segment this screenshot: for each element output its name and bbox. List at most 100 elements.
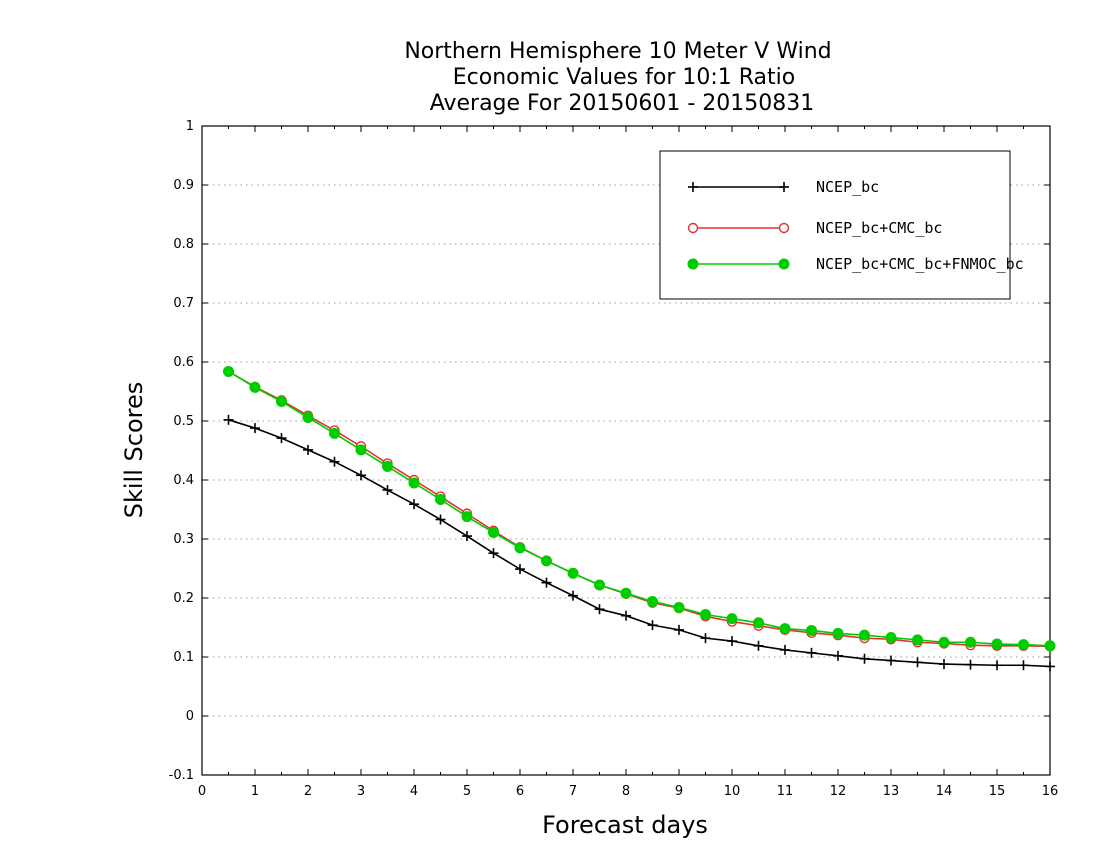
data-point: [408, 477, 420, 489]
x-tick-label: 2: [304, 784, 312, 799]
data-point: [303, 444, 313, 455]
data-point: [832, 627, 844, 639]
x-tick-label: 13: [883, 784, 900, 799]
data-point: [965, 659, 976, 670]
x-tick-label: 10: [724, 784, 741, 799]
data-point: [673, 601, 685, 613]
series-2: [223, 366, 1056, 652]
x-tick-label: 14: [936, 784, 953, 799]
series-line: [228, 419, 1051, 668]
x-tick-label: 7: [569, 784, 577, 799]
data-point: [514, 542, 526, 554]
series-line: [228, 370, 1051, 648]
data-point: [753, 640, 764, 651]
data-point: [382, 485, 393, 496]
data-point: [726, 613, 738, 625]
data-point: [780, 644, 790, 655]
data-point: [939, 659, 949, 670]
x-tick-label: 3: [357, 784, 365, 799]
data-point: [594, 579, 605, 591]
y-tick-label: 0: [186, 709, 194, 724]
legend-label: NCEP_bc: [816, 178, 879, 196]
data-point: [806, 624, 817, 636]
data-point: [833, 650, 843, 661]
legend-entry-3: NCEP_bc+CMC_bc+FNMOC_bc: [687, 255, 1024, 273]
legend-label: NCEP_bc+CMC_bc+FNMOC_bc: [816, 255, 1024, 273]
data-point: [700, 633, 711, 644]
chart-title: Northern Hemisphere 10 Meter V Wind Econ…: [404, 39, 831, 116]
data-point: [409, 499, 419, 510]
legend-label: NCEP_bc+CMC_bc: [816, 219, 942, 237]
legend-marker: [687, 258, 699, 270]
y-tick-label: 0.4: [173, 473, 194, 488]
data-series: [223, 365, 1056, 672]
data-point: [355, 444, 367, 456]
data-point: [541, 555, 552, 567]
y-tick-label: 0.8: [173, 237, 194, 252]
x-tick-label: 8: [622, 784, 630, 799]
title-line-2: Economic Values for 10:1 Ratio: [453, 65, 795, 90]
data-point: [435, 514, 446, 525]
data-point: [276, 396, 287, 408]
data-point: [488, 527, 499, 539]
legend-box: [659, 150, 1011, 300]
y-tick-label: -0.1: [169, 768, 194, 783]
data-point: [859, 653, 870, 664]
legend-marker: [687, 222, 699, 234]
data-point: [1045, 661, 1055, 672]
data-point: [991, 638, 1003, 650]
data-point: [965, 636, 976, 648]
series-3: [223, 365, 1056, 652]
y-tick-label: 0.5: [173, 414, 194, 429]
data-point: [886, 655, 896, 666]
data-point: [620, 587, 632, 599]
data-point: [938, 636, 950, 648]
data-point: [885, 632, 897, 644]
x-axis-ticks: 0 1 2 3 4 5 6 7 8 9 10 11 12 13 14 15 16: [198, 126, 1058, 799]
data-point: [727, 636, 737, 647]
y-tick-label: 0.2: [173, 591, 194, 606]
data-point: [329, 427, 340, 439]
title-line-1: Northern Hemisphere 10 Meter V Wind: [404, 39, 831, 64]
data-point: [223, 414, 234, 425]
data-point: [806, 647, 817, 658]
data-point: [912, 634, 923, 646]
x-axis-label: Forecast days: [542, 811, 708, 839]
data-point: [568, 590, 578, 601]
legend-entry-1: NCEP_bc: [688, 178, 879, 196]
y-axis-ticks: -0.1 0 0.1 0.2 0.3 0.4 0.5 0.6 0.7 0.8 0.9 1: [169, 119, 1050, 783]
title-line-3: Average For 20150601 - 20150831: [430, 91, 815, 116]
legend-marker: [779, 182, 789, 192]
x-tick-label: 16: [1042, 784, 1059, 799]
data-point: [647, 596, 658, 608]
y-tick-label: 0.6: [173, 355, 194, 370]
x-tick-label: 4: [410, 784, 418, 799]
legend-marker: [778, 258, 790, 270]
series-1: [223, 414, 1055, 672]
data-point: [382, 460, 393, 472]
x-tick-label: 0: [198, 784, 206, 799]
data-point: [1044, 640, 1056, 652]
data-point: [302, 411, 314, 423]
y-tick-label: 1: [186, 119, 194, 134]
y-axis-label: Skill Scores: [120, 382, 148, 519]
legend-entry-2: NCEP_bc+CMC_bc: [687, 219, 942, 237]
data-point: [223, 365, 234, 377]
data-point: [992, 660, 1002, 671]
x-tick-label: 5: [463, 784, 471, 799]
data-point: [461, 511, 473, 523]
y-tick-label: 0.7: [173, 296, 194, 311]
data-point: [250, 423, 260, 434]
data-point: [515, 564, 525, 575]
x-tick-label: 1: [251, 784, 259, 799]
legend: NCEP_bc NCEP_bc+CMC_bc NCEP_bc+CMC_bc+FNMO…: [659, 150, 1024, 300]
data-point: [647, 620, 658, 631]
data-point: [488, 548, 499, 559]
y-tick-label: 0.9: [173, 178, 194, 193]
y-tick-label: 0.3: [173, 532, 194, 547]
x-tick-label: 12: [830, 784, 847, 799]
y-tick-label: 0.1: [173, 650, 194, 665]
data-point: [674, 624, 684, 635]
data-point: [700, 609, 711, 621]
